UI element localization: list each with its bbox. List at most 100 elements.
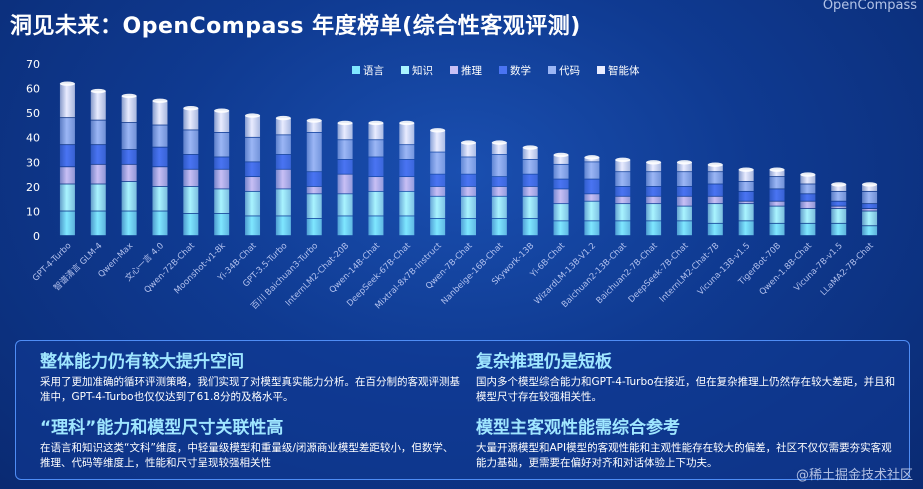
bar-segment (399, 159, 415, 177)
bar-segment (121, 211, 137, 236)
insight-text: 国内多个模型综合能力和GPT-4-Turbo在接近，但在复杂推理上仍然存在较大差… (476, 376, 896, 403)
bar-cap (152, 98, 168, 104)
bar-segment (399, 191, 415, 216)
bar-segment (615, 204, 631, 221)
bar-segment (275, 118, 291, 135)
bar-segment (368, 122, 384, 140)
bar-segment (152, 186, 168, 211)
bar-segment (90, 211, 106, 236)
bar-segment (245, 115, 261, 137)
bar-segment (522, 159, 538, 174)
bar-cap (306, 118, 322, 123)
insight-block-science: “理科”能力和模型尺寸关联性高 在语言和知识这类“文科”维度，中轻量级模型和重量… (40, 413, 460, 471)
bar-segment (831, 223, 847, 236)
bar-segment (430, 196, 446, 218)
bar-segment (676, 206, 692, 221)
bar-segment (862, 204, 878, 209)
bars-group (59, 81, 878, 236)
insight-block-reasoning: 复杂推理仍是短板 国内多个模型综合能力和GPT-4-Turbo在接近，但在复杂推… (476, 347, 896, 405)
bar-segment (214, 157, 230, 169)
bar-segment (121, 122, 137, 150)
bar-cap (615, 157, 631, 163)
bar-segment (214, 213, 230, 236)
bar-segment (275, 135, 291, 155)
bar-segment (738, 169, 754, 182)
bar-cap (430, 128, 446, 133)
bar-segment (306, 132, 322, 172)
insight-heading: 整体能力仍有较大提升空间 (40, 352, 244, 372)
bar-segment (800, 223, 816, 236)
y-axis: 0 10 20 30 40 50 60 70 (26, 58, 40, 243)
insight-heading: “理科”能力和模型尺寸关联性高 (40, 418, 284, 438)
bar-segment (522, 186, 538, 196)
bar-segment (646, 196, 662, 204)
bar-segment (337, 216, 353, 236)
bar-segment (553, 164, 569, 179)
bar-segment (183, 213, 199, 236)
bar-segment (399, 177, 415, 191)
bar-segment (491, 218, 507, 236)
bar-segment (337, 140, 353, 160)
x-tick-label: Qwen-1.8B-Chat (758, 241, 815, 298)
bar-segment (183, 130, 199, 155)
bar-cap (800, 172, 816, 177)
bar-segment (368, 191, 384, 216)
bar-segment (461, 142, 476, 157)
bar-cap (368, 120, 384, 126)
bar-segment (738, 191, 754, 201)
insight-text: 采用了更加准确的循环评测策略，我们实现了对模型真实能力分析。在百分制的客观评测基… (40, 376, 460, 403)
bar-segment (245, 191, 261, 216)
bar-segment (275, 154, 291, 169)
bar-segment (862, 226, 878, 236)
bar-cap (183, 106, 199, 111)
bar-segment (306, 186, 322, 194)
bar-segment (337, 174, 353, 194)
bar-cap (399, 120, 415, 126)
bar-segment (183, 169, 199, 187)
bar-segment (306, 218, 322, 236)
bar-segment (707, 184, 723, 196)
bar-segment (769, 223, 785, 236)
bar-segment (584, 201, 600, 221)
bar-segment (769, 206, 785, 223)
chart-legend: 语言 知识 推理 数学 代码 智能体 (352, 64, 640, 77)
bar-segment (831, 201, 847, 206)
bar-segment (368, 177, 384, 191)
bar-segment (461, 196, 476, 218)
bar-segment (646, 204, 662, 221)
bar-segment (121, 150, 137, 164)
bar-segment (676, 221, 692, 236)
bar-segment (800, 184, 816, 194)
legend-swatch (401, 66, 409, 74)
bar-segment (615, 186, 631, 196)
bar-segment (738, 181, 754, 191)
bar-segment (59, 184, 75, 211)
stacked-bar-chart: 语言 知识 推理 数学 代码 智能体 0 10 20 30 40 50 60 70 GPT-4-Turb… (26, 58, 878, 312)
bar-segment (707, 196, 723, 204)
y-tick-label: 20 (26, 181, 40, 194)
bar-segment (399, 145, 415, 160)
insight-heading: 复杂推理仍是短板 (476, 352, 612, 372)
legend-swatch (548, 66, 556, 74)
bar-segment (183, 154, 199, 169)
bar-segment (461, 157, 476, 174)
bar-segment (553, 179, 569, 189)
x-tick-label: LLaMA2-7B-Chat (819, 241, 876, 298)
bar-segment (522, 147, 538, 160)
legend-label: 代码 (559, 65, 580, 77)
bar-segment (831, 208, 847, 223)
bar-segment (522, 174, 538, 187)
bar-cap (522, 145, 538, 150)
bar-segment (306, 172, 322, 187)
bar-segment (862, 208, 878, 211)
bar-segment (738, 204, 754, 221)
y-tick-label: 30 (26, 156, 40, 169)
bar-segment (646, 221, 662, 236)
y-tick-label: 70 (26, 58, 40, 71)
legend-swatch (597, 66, 605, 74)
bar-segment (707, 204, 723, 223)
bar-segment (368, 140, 384, 157)
bar-segment (646, 162, 662, 172)
bar-segment (245, 137, 261, 162)
bar-segment (676, 162, 692, 172)
